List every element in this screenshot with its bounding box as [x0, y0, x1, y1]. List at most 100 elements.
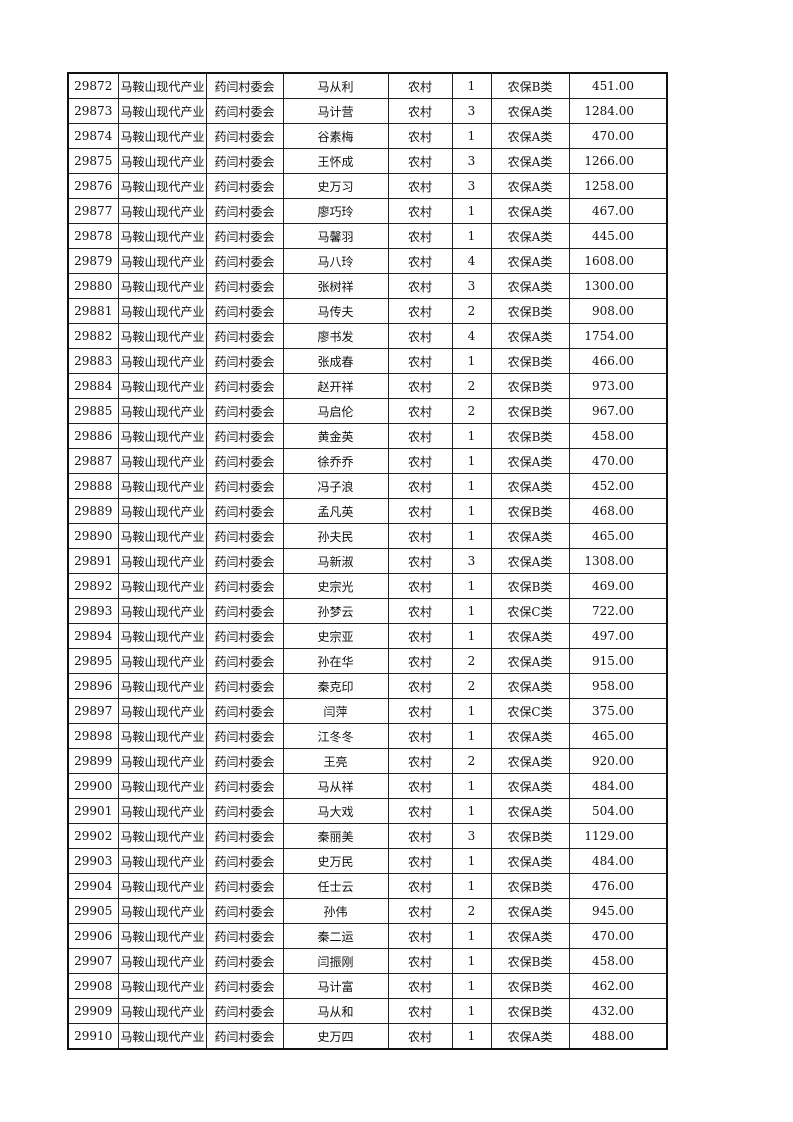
name-cell: 孟凡英 [282, 498, 389, 524]
category-cell: 农保A类 [490, 223, 570, 249]
area-cell: 农村 [387, 998, 453, 1024]
table-row: 29907 马鞍山现代产业 药闫村委会 闫振刚 农村 1 农保B类 458.00 [67, 948, 668, 974]
amount-cell: 722.00 [568, 598, 668, 624]
name-cell: 孙夫民 [282, 523, 389, 549]
amount-cell: 445.00 [568, 223, 668, 249]
area-cell: 农村 [387, 798, 453, 824]
category-cell: 农保A类 [490, 448, 570, 474]
table-row: 29879 马鞍山现代产业 药闫村委会 马八玲 农村 4 农保A类 1608.00 [67, 248, 668, 274]
table-row: 29906 马鞍山现代产业 药闫村委会 秦二运 农村 1 农保A类 470.00 [67, 923, 668, 949]
category-cell: 农保A类 [490, 273, 570, 299]
unit-cell: 马鞍山现代产业 [117, 1023, 207, 1050]
category-cell: 农保B类 [490, 998, 570, 1024]
name-cell: 马计营 [282, 98, 389, 124]
unit-cell: 马鞍山现代产业 [117, 498, 207, 524]
category-cell: 农保A类 [490, 748, 570, 774]
table-row: 29891 马鞍山现代产业 药闫村委会 马新淑 农村 3 农保A类 1308.00 [67, 548, 668, 574]
area-cell: 农村 [387, 548, 453, 574]
id-cell: 29909 [67, 998, 119, 1024]
name-cell: 王怀成 [282, 148, 389, 174]
table-row: 29900 马鞍山现代产业 药闫村委会 马从祥 农村 1 农保A类 484.00 [67, 773, 668, 799]
id-cell: 29896 [67, 673, 119, 699]
unit-cell: 马鞍山现代产业 [117, 923, 207, 949]
category-cell: 农保A类 [490, 98, 570, 124]
amount-cell: 484.00 [568, 848, 668, 874]
table-row: 29904 马鞍山现代产业 药闫村委会 任士云 农村 1 农保B类 476.00 [67, 873, 668, 899]
unit-cell: 马鞍山现代产业 [117, 573, 207, 599]
id-cell: 29879 [67, 248, 119, 274]
committee-cell: 药闫村委会 [205, 898, 284, 924]
count-cell: 1 [451, 573, 492, 599]
table-row: 29894 马鞍山现代产业 药闫村委会 史宗亚 农村 1 农保A类 497.00 [67, 623, 668, 649]
amount-cell: 1284.00 [568, 98, 668, 124]
area-cell: 农村 [387, 72, 453, 99]
unit-cell: 马鞍山现代产业 [117, 173, 207, 199]
count-cell: 3 [451, 548, 492, 574]
table-row: 29876 马鞍山现代产业 药闫村委会 史万习 农村 3 农保A类 1258.00 [67, 173, 668, 199]
area-cell: 农村 [387, 598, 453, 624]
table-row: 29896 马鞍山现代产业 药闫村委会 秦克印 农村 2 农保A类 958.00 [67, 673, 668, 699]
category-cell: 农保B类 [490, 948, 570, 974]
name-cell: 赵开祥 [282, 373, 389, 399]
area-cell: 农村 [387, 723, 453, 749]
id-cell: 29900 [67, 773, 119, 799]
area-cell: 农村 [387, 273, 453, 299]
committee-cell: 药闫村委会 [205, 223, 284, 249]
committee-cell: 药闫村委会 [205, 948, 284, 974]
id-cell: 29910 [67, 1023, 119, 1050]
unit-cell: 马鞍山现代产业 [117, 723, 207, 749]
name-cell: 史宗光 [282, 573, 389, 599]
area-cell: 农村 [387, 298, 453, 324]
count-cell: 2 [451, 673, 492, 699]
area-cell: 农村 [387, 148, 453, 174]
area-cell: 农村 [387, 448, 453, 474]
id-cell: 29875 [67, 148, 119, 174]
committee-cell: 药闫村委会 [205, 373, 284, 399]
table-row: 29872 马鞍山现代产业 药闫村委会 马从利 农村 1 农保B类 451.00 [67, 72, 668, 99]
unit-cell: 马鞍山现代产业 [117, 548, 207, 574]
amount-cell: 470.00 [568, 923, 668, 949]
category-cell: 农保A类 [490, 148, 570, 174]
id-cell: 29892 [67, 573, 119, 599]
area-cell: 农村 [387, 973, 453, 999]
id-cell: 29873 [67, 98, 119, 124]
area-cell: 农村 [387, 473, 453, 499]
area-cell: 农村 [387, 248, 453, 274]
area-cell: 农村 [387, 673, 453, 699]
id-cell: 29898 [67, 723, 119, 749]
committee-cell: 药闫村委会 [205, 148, 284, 174]
table-row: 29883 马鞍山现代产业 药闫村委会 张成春 农村 1 农保B类 466.00 [67, 348, 668, 374]
name-cell: 王亮 [282, 748, 389, 774]
table-row: 29884 马鞍山现代产业 药闫村委会 赵开祥 农村 2 农保B类 973.00 [67, 373, 668, 399]
count-cell: 1 [451, 198, 492, 224]
unit-cell: 马鞍山现代产业 [117, 223, 207, 249]
name-cell: 冯子浪 [282, 473, 389, 499]
id-cell: 29894 [67, 623, 119, 649]
count-cell: 1 [451, 1023, 492, 1050]
category-cell: 农保B类 [490, 823, 570, 849]
area-cell: 农村 [387, 223, 453, 249]
category-cell: 农保A类 [490, 548, 570, 574]
area-cell: 农村 [387, 898, 453, 924]
category-cell: 农保A类 [490, 123, 570, 149]
committee-cell: 药闫村委会 [205, 198, 284, 224]
unit-cell: 马鞍山现代产业 [117, 973, 207, 999]
count-cell: 1 [451, 798, 492, 824]
area-cell: 农村 [387, 1023, 453, 1050]
id-cell: 29893 [67, 598, 119, 624]
committee-cell: 药闫村委会 [205, 973, 284, 999]
name-cell: 孙梦云 [282, 598, 389, 624]
area-cell: 农村 [387, 748, 453, 774]
amount-cell: 466.00 [568, 348, 668, 374]
id-cell: 29880 [67, 273, 119, 299]
id-cell: 29887 [67, 448, 119, 474]
table-row: 29909 马鞍山现代产业 药闫村委会 马从和 农村 1 农保B类 432.00 [67, 998, 668, 1024]
id-cell: 29882 [67, 323, 119, 349]
area-cell: 农村 [387, 848, 453, 874]
id-cell: 29890 [67, 523, 119, 549]
unit-cell: 马鞍山现代产业 [117, 448, 207, 474]
category-cell: 农保A类 [490, 773, 570, 799]
category-cell: 农保B类 [490, 373, 570, 399]
unit-cell: 马鞍山现代产业 [117, 473, 207, 499]
table-row: 29901 马鞍山现代产业 药闫村委会 马大戏 农村 1 农保A类 504.00 [67, 798, 668, 824]
